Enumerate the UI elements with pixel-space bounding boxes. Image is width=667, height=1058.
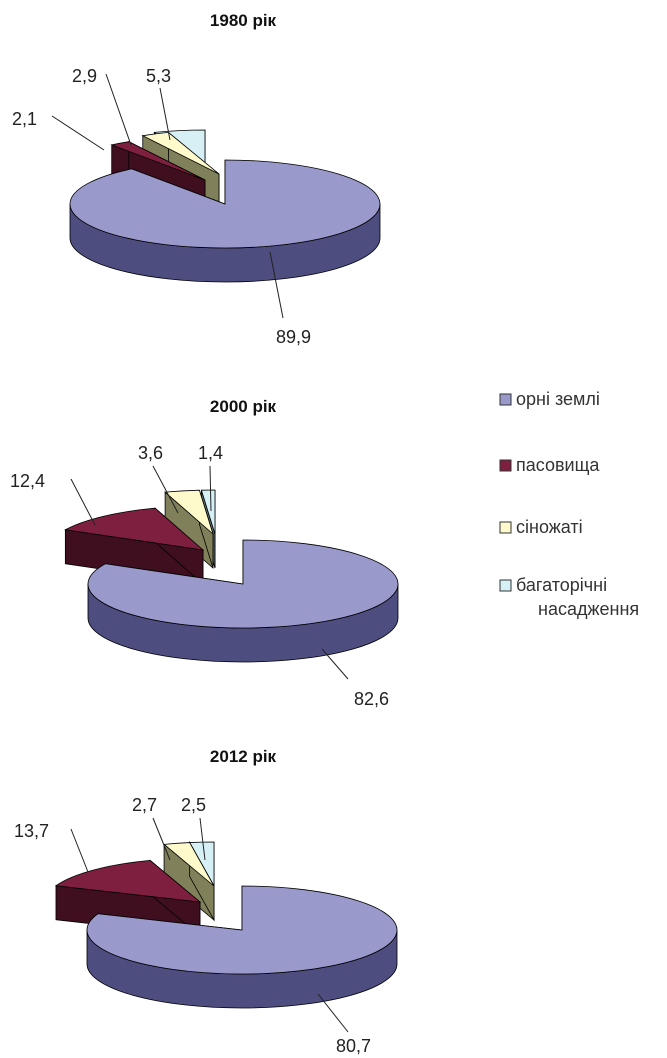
slice-top (54, 859, 202, 903)
leader-line (321, 648, 349, 680)
slice-top (164, 489, 214, 536)
data-label: 2,7 (132, 795, 157, 815)
chart-title: 1980 рік (210, 11, 277, 30)
data-label: 2,1 (12, 109, 37, 129)
leader-line (269, 251, 284, 319)
data-label: 13,7 (14, 821, 49, 841)
slice-top (87, 539, 399, 629)
data-label: 12,4 (10, 471, 45, 491)
slice-top (86, 885, 398, 975)
legend-swatch (499, 393, 512, 406)
legend-label: багаторічні (516, 575, 607, 595)
leader-line (70, 478, 96, 526)
slice-top (64, 507, 205, 551)
leader-line (209, 465, 212, 512)
legend-label: орні землі (516, 389, 600, 409)
pie-chart-2: 2000 рік 82,6 12,4 3,6 1,4 (10, 397, 399, 709)
slice-орні-землі (69, 159, 381, 283)
leader-line (152, 465, 179, 514)
legend-swatch (499, 579, 512, 592)
slice-top (200, 489, 216, 535)
data-label: 80,7 (336, 1036, 371, 1056)
data-label: 3,6 (138, 443, 163, 463)
data-label: 89,9 (276, 327, 311, 347)
leader-line (317, 993, 349, 1033)
slice-сіножаті (163, 841, 215, 922)
chart-title: 2000 рік (210, 397, 277, 416)
legend: орні землі пасовища сіножаті багаторічні нас… (499, 389, 639, 619)
data-label: 1,4 (198, 443, 223, 463)
legend-label: пасовища (516, 455, 600, 475)
slice-орні-землі (87, 539, 399, 663)
slice-top (69, 159, 381, 249)
slice-top (110, 141, 206, 181)
legend-label: сіножаті (516, 517, 583, 537)
legend-swatch (499, 459, 512, 472)
data-label: 5,3 (146, 66, 171, 86)
data-label: 2,5 (181, 795, 206, 815)
pie-chart-3: 2012 рік 80,7 13,7 2,7 2,5 (14, 747, 398, 1056)
leader-line (159, 87, 171, 141)
slice-пасовища (64, 507, 205, 585)
chart-title: 2012 рік (210, 747, 277, 766)
slice-орні-землі (86, 885, 398, 1009)
legend-swatch (499, 521, 512, 534)
data-label: 2,9 (72, 66, 97, 86)
legend-item: пасовища (499, 455, 600, 475)
legend-item: сіножаті (499, 517, 583, 537)
data-label: 82,6 (354, 689, 389, 709)
legend-item: багаторічні насадження (499, 575, 639, 619)
leader-line (105, 73, 132, 146)
legend-label: насадження (538, 599, 639, 619)
pie-chart-1: 1980 рік 89,9 2,1 2,9 5,3 (12, 11, 381, 347)
leader-line (51, 115, 105, 151)
leader-line (199, 817, 206, 861)
legend-item: орні землі (499, 389, 600, 409)
leader-line (70, 828, 89, 873)
charts-layer: 1980 рік 89,9 2,1 2,9 5,3 2000 рік 82,6 12,4 3,6… (10, 11, 399, 1056)
leader-line (152, 817, 171, 861)
